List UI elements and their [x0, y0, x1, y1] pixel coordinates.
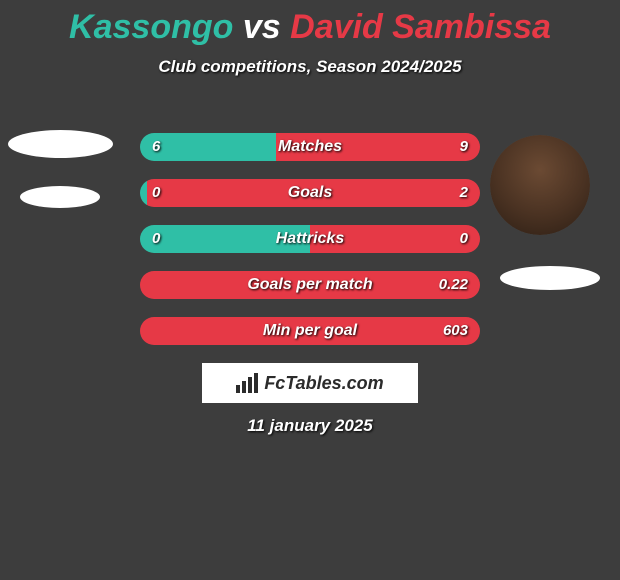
stats-table: 69Matches 02Goals 00Hattricks 0.22Goals per…: [140, 133, 480, 363]
banner-label: FcTables.com: [264, 373, 383, 394]
stat-label: Min per goal: [140, 317, 480, 345]
subtitle-label: Club competitions, Season 2024/2025: [0, 57, 620, 77]
bar-chart-icon: [236, 373, 258, 393]
player-a-avatar-shadow: [20, 186, 100, 208]
stat-row: 69Matches: [140, 133, 480, 161]
stat-label: Hattricks: [140, 225, 480, 253]
stat-label: Matches: [140, 133, 480, 161]
stat-label: Goals per match: [140, 271, 480, 299]
player-b-name: David Sambissa: [290, 8, 551, 46]
date-label: 11 january 2025: [0, 416, 620, 436]
player-b-avatar: [490, 135, 590, 235]
page-title: Kassongo vs David Sambissa: [0, 8, 620, 47]
stat-row: 0.22Goals per match: [140, 271, 480, 299]
player-a-name: Kassongo: [69, 8, 233, 46]
stat-label: Goals: [140, 179, 480, 207]
stat-row: 603Min per goal: [140, 317, 480, 345]
source-banner[interactable]: FcTables.com: [202, 363, 418, 403]
player-b-avatar-shadow: [500, 266, 600, 290]
infographic-root: Kassongo vs David Sambissa Club competit…: [0, 8, 620, 580]
player-a-avatar-shape: [8, 130, 113, 158]
stat-row: 02Goals: [140, 179, 480, 207]
player-b-face-icon: [490, 135, 590, 235]
stat-row: 00Hattricks: [140, 225, 480, 253]
vs-label: vs: [243, 8, 281, 46]
